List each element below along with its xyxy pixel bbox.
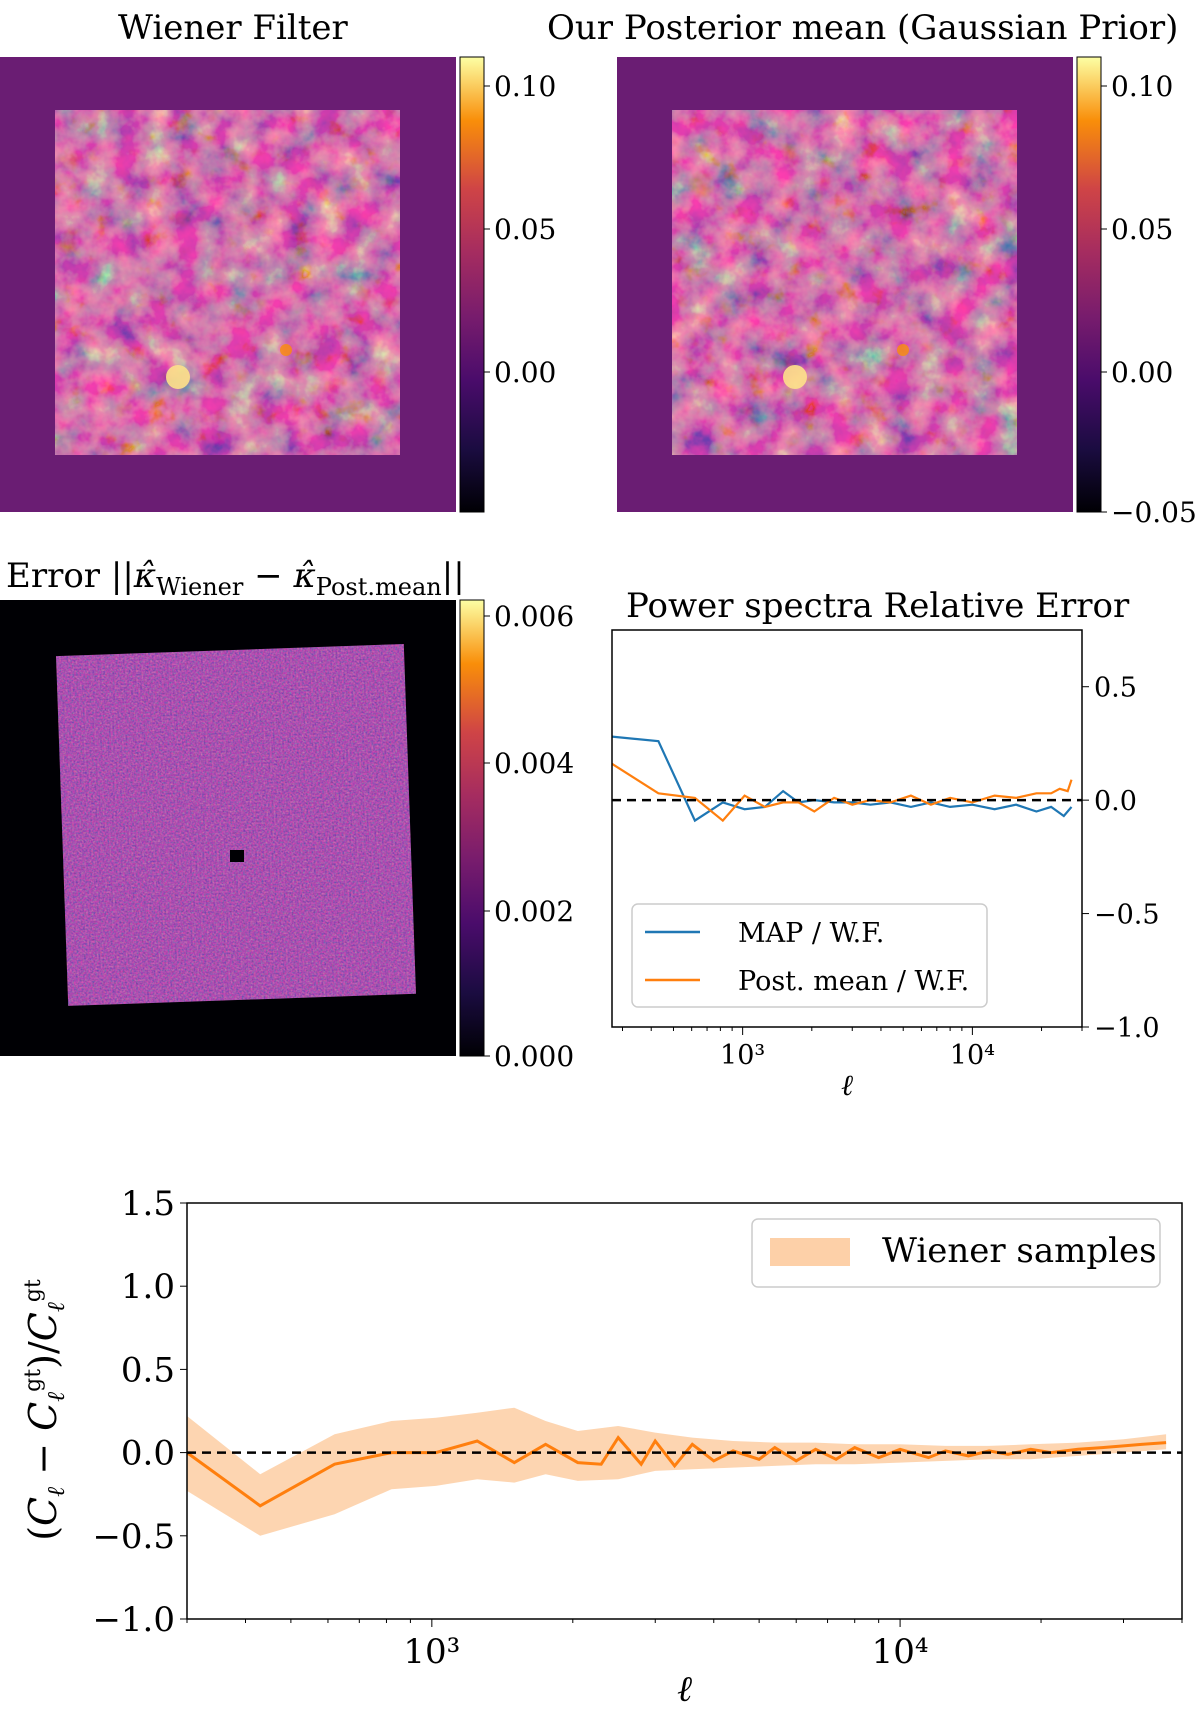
error-minus: − — [254, 556, 283, 596]
error-map — [0, 600, 456, 1056]
p2-ytick-label-4: −0.5 — [92, 1517, 175, 1557]
p1-xlabel: ℓ — [841, 1068, 853, 1102]
legend-swatch-wiener — [770, 1238, 850, 1266]
p2-frame — [186, 1202, 1183, 1620]
p1-ytick-label-1: 0.0 — [1094, 786, 1137, 817]
p1-legend: MAP / W.F. Post. mean / W.F. — [631, 903, 988, 1008]
kappa-post: κ̂ — [293, 556, 316, 596]
posterior-mean-map — [617, 57, 1073, 512]
cb1-tick-2: 0.00 — [494, 356, 556, 389]
cb2-tick-0: 0.10 — [1111, 70, 1173, 103]
p2-ytick-label-5: −1.0 — [92, 1600, 175, 1640]
title-error: Error ||κ̂Wiener − κ̂Post.mean|| — [6, 556, 465, 601]
cb2-tick-2: 0.00 — [1111, 356, 1173, 389]
p2-xtick-label-0: 10³ — [403, 1632, 460, 1672]
p1-ytick-label-2: −0.5 — [1094, 900, 1160, 931]
error-norm-open: || — [110, 556, 134, 596]
cb3-tick-0: 0.006 — [494, 600, 574, 633]
cb3-tick-1: 0.004 — [494, 747, 574, 780]
p1-xtick-label-1: 10⁴ — [950, 1040, 995, 1071]
p2-legend: Wiener samples — [751, 1218, 1161, 1288]
title-power-spectra: Power spectra Relative Error — [626, 586, 1130, 626]
error-label: Error — [6, 556, 101, 596]
kappa-post-sub: Post.mean — [315, 572, 442, 601]
p1-ytick-label-0: 0.5 — [1094, 673, 1137, 704]
colorbar-1: 0.10 0.05 0.00 — [459, 56, 556, 513]
p2-ytick-label-3: 0.0 — [121, 1434, 175, 1474]
colorbar-3: 0.006 0.004 0.002 0.000 — [459, 599, 574, 1073]
p1-ytick-label-3: −1.0 — [1094, 1013, 1160, 1044]
wiener-samples-chart: 1.5 1.0 0.5 0.0 −0.5 −1.0 10³ 10⁴ ℓ Wiener sampl… — [21, 1184, 1183, 1710]
p2-xtick-label-1: 10⁴ — [872, 1632, 929, 1672]
cb3-tick-3: 0.000 — [494, 1040, 574, 1073]
error-norm-close: || — [441, 556, 465, 596]
wiener-filter-map — [0, 57, 456, 512]
cb1-tick-0: 0.10 — [494, 70, 556, 103]
power-spectra-chart: 0.5 0.0 −0.5 −1.0 10³ 10⁴ ℓ MAP / W.F. Post. m… — [611, 629, 1160, 1102]
cb3-tick-2: 0.002 — [494, 895, 574, 928]
colorbar-2: 0.10 0.05 0.00 −0.05 — [1076, 56, 1197, 529]
p2-band-area — [187, 1407, 1167, 1536]
legend-label-post: Post. mean / W.F. — [738, 966, 969, 997]
p2-ytick-label-1: 1.0 — [121, 1267, 175, 1307]
p2-ytick-label-2: 0.5 — [121, 1350, 175, 1390]
legend-label-wiener: Wiener samples — [882, 1231, 1157, 1271]
p1-frame — [611, 629, 1083, 1028]
p2-ytick-label-0: 1.5 — [121, 1184, 175, 1224]
cb1-tick-1: 0.05 — [494, 213, 556, 246]
kappa-wiener-sub: Wiener — [156, 572, 244, 601]
p2-xlabel: ℓ — [677, 1669, 692, 1710]
cb2-tick-1: 0.05 — [1111, 213, 1173, 246]
title-posterior-mean: Our Posterior mean (Gaussian Prior) — [547, 8, 1179, 48]
kappa-wiener: κ̂ — [133, 556, 157, 596]
p1-series-0 — [612, 735, 1073, 823]
cb2-tick-3: −0.05 — [1111, 496, 1197, 529]
legend-label-map: MAP / W.F. — [738, 918, 884, 949]
title-wiener-filter: Wiener Filter — [118, 8, 348, 48]
p2-ylabel: (Cℓ − Cℓgt)/Cℓgt — [21, 1279, 70, 1541]
p2-series-1 — [187, 1435, 1167, 1508]
p1-xtick-label-0: 10³ — [720, 1040, 765, 1071]
